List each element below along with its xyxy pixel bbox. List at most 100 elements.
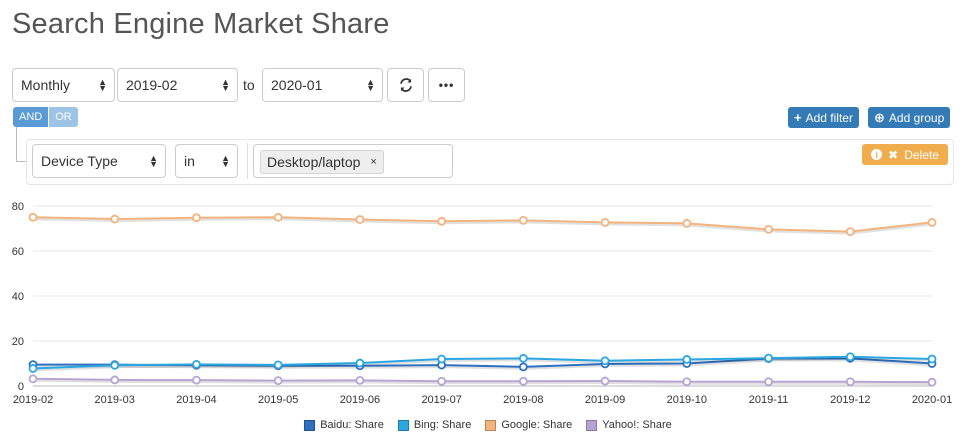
close-icon: ✖ <box>888 147 899 162</box>
refresh-icon <box>399 78 412 92</box>
data-point <box>845 227 855 237</box>
data-point <box>110 375 120 385</box>
updown-arrow-icon: ▲ ▼ <box>221 153 230 169</box>
x-tick-label: 2019-10 <box>667 394 707 406</box>
to-date-select[interactable]: 2020-01 ▲ ▼ <box>262 68 383 102</box>
info-icon: i <box>871 149 883 160</box>
data-point <box>600 356 610 366</box>
or-toggle[interactable]: OR <box>48 107 78 127</box>
legend-item[interactable]: Bing: Share <box>397 419 471 431</box>
series-line <box>32 355 933 370</box>
operator-select-value: in <box>184 153 195 169</box>
y-tick-label: 40 <box>12 291 24 303</box>
from-date-value: 2019-02 <box>126 77 178 93</box>
data-point <box>110 214 120 224</box>
data-point <box>273 212 283 222</box>
data-point <box>518 376 528 386</box>
data-point <box>355 375 365 385</box>
interval-select[interactable]: Monthly ▲ ▼ <box>12 68 115 102</box>
legend-item[interactable]: Baidu: Share <box>304 419 384 431</box>
data-point <box>682 218 692 228</box>
series-line-shadow <box>32 357 933 372</box>
legend-swatch <box>586 419 598 431</box>
series-line <box>32 377 933 384</box>
field-select[interactable]: Device Type ▲ ▼ <box>32 144 166 178</box>
data-point <box>764 353 773 363</box>
plus-icon: + <box>794 110 802 125</box>
data-point <box>682 355 692 364</box>
x-tick-label: 2019-11 <box>749 394 789 406</box>
x-tick-label: 2019-04 <box>176 394 216 406</box>
x-tick-label: 2019-03 <box>95 394 135 406</box>
x-tick-label: 2019-12 <box>830 394 870 406</box>
add-group-label: Add group <box>888 110 945 125</box>
data-point <box>518 362 528 372</box>
interval-select-value: Monthly <box>21 77 71 93</box>
value-tag-label: Desktop/laptop <box>267 154 361 170</box>
and-or-toggle[interactable]: AND OR <box>13 107 78 127</box>
x-tick-label: 2019-08 <box>503 394 543 406</box>
refresh-button[interactable] <box>387 68 424 102</box>
y-tick-label: 80 <box>12 201 24 213</box>
x-tick-label: 2019-05 <box>258 394 298 406</box>
and-toggle[interactable]: AND <box>13 107 49 127</box>
from-date-select[interactable]: 2019-02 ▲ ▼ <box>117 68 238 102</box>
x-tick-label: 2019-06 <box>340 394 380 406</box>
series-line-shadow <box>32 218 933 235</box>
ellipsis-icon: ••• <box>438 78 455 92</box>
x-tick-label: 2019-02 <box>13 394 53 406</box>
series-line-shadow <box>32 379 933 386</box>
data-point <box>28 212 38 222</box>
legend-item[interactable]: Google: Share <box>485 419 572 431</box>
data-point <box>927 354 937 364</box>
data-point <box>600 218 610 227</box>
data-point <box>192 375 201 385</box>
data-point <box>437 354 447 364</box>
data-point <box>355 358 365 368</box>
series-line <box>32 216 933 233</box>
x-tick-label: 2019-09 <box>585 394 625 406</box>
legend-swatch <box>397 419 409 431</box>
data-point <box>927 377 937 387</box>
more-options-button[interactable]: ••• <box>428 68 465 102</box>
data-point <box>518 353 528 363</box>
legend-label: Baidu: Share <box>320 419 384 431</box>
data-point <box>28 374 38 384</box>
value-tag: Desktop/laptop × <box>260 150 384 174</box>
data-point <box>273 360 283 370</box>
data-point <box>437 376 447 386</box>
data-point <box>927 218 937 227</box>
x-tick-label: 2019-07 <box>421 394 461 406</box>
data-point <box>110 360 120 370</box>
remove-tag-icon[interactable]: × <box>370 156 377 168</box>
data-point <box>518 215 528 225</box>
legend-item[interactable]: Yahoo!: Share <box>586 419 672 431</box>
operator-select[interactable]: in ▲ ▼ <box>175 144 238 178</box>
y-tick-label: 20 <box>12 336 24 348</box>
chart-legend: Baidu: Share Bing: Share Google: Share Yaho… <box>0 419 976 431</box>
add-filter-button[interactable]: + Add filter <box>788 107 859 128</box>
delete-rule-button[interactable]: i ✖ Delete <box>862 144 948 165</box>
data-point <box>28 364 38 373</box>
data-point <box>764 377 773 387</box>
x-tick-label: 2020-01 <box>912 394 952 406</box>
page-title: Search Engine Market Share <box>12 8 390 40</box>
data-point <box>682 377 692 387</box>
series-line-shadow <box>33 359 933 370</box>
add-group-button[interactable]: ⊕ Add group <box>868 107 951 128</box>
delete-label: Delete <box>904 147 939 162</box>
data-point <box>600 376 610 386</box>
data-point <box>273 376 283 386</box>
data-point <box>845 377 855 387</box>
data-point <box>437 216 447 226</box>
legend-label: Google: Share <box>501 419 573 431</box>
legend-swatch <box>485 419 497 431</box>
y-tick-label: 0 <box>18 381 24 393</box>
field-select-value: Device Type <box>41 153 118 169</box>
data-point <box>845 352 855 362</box>
data-point <box>764 225 773 234</box>
data-point <box>192 359 201 369</box>
updown-arrow-icon: ▲ ▼ <box>149 153 158 169</box>
to-date-value: 2020-01 <box>271 77 323 93</box>
updown-arrow-icon: ▲ ▼ <box>221 77 230 93</box>
